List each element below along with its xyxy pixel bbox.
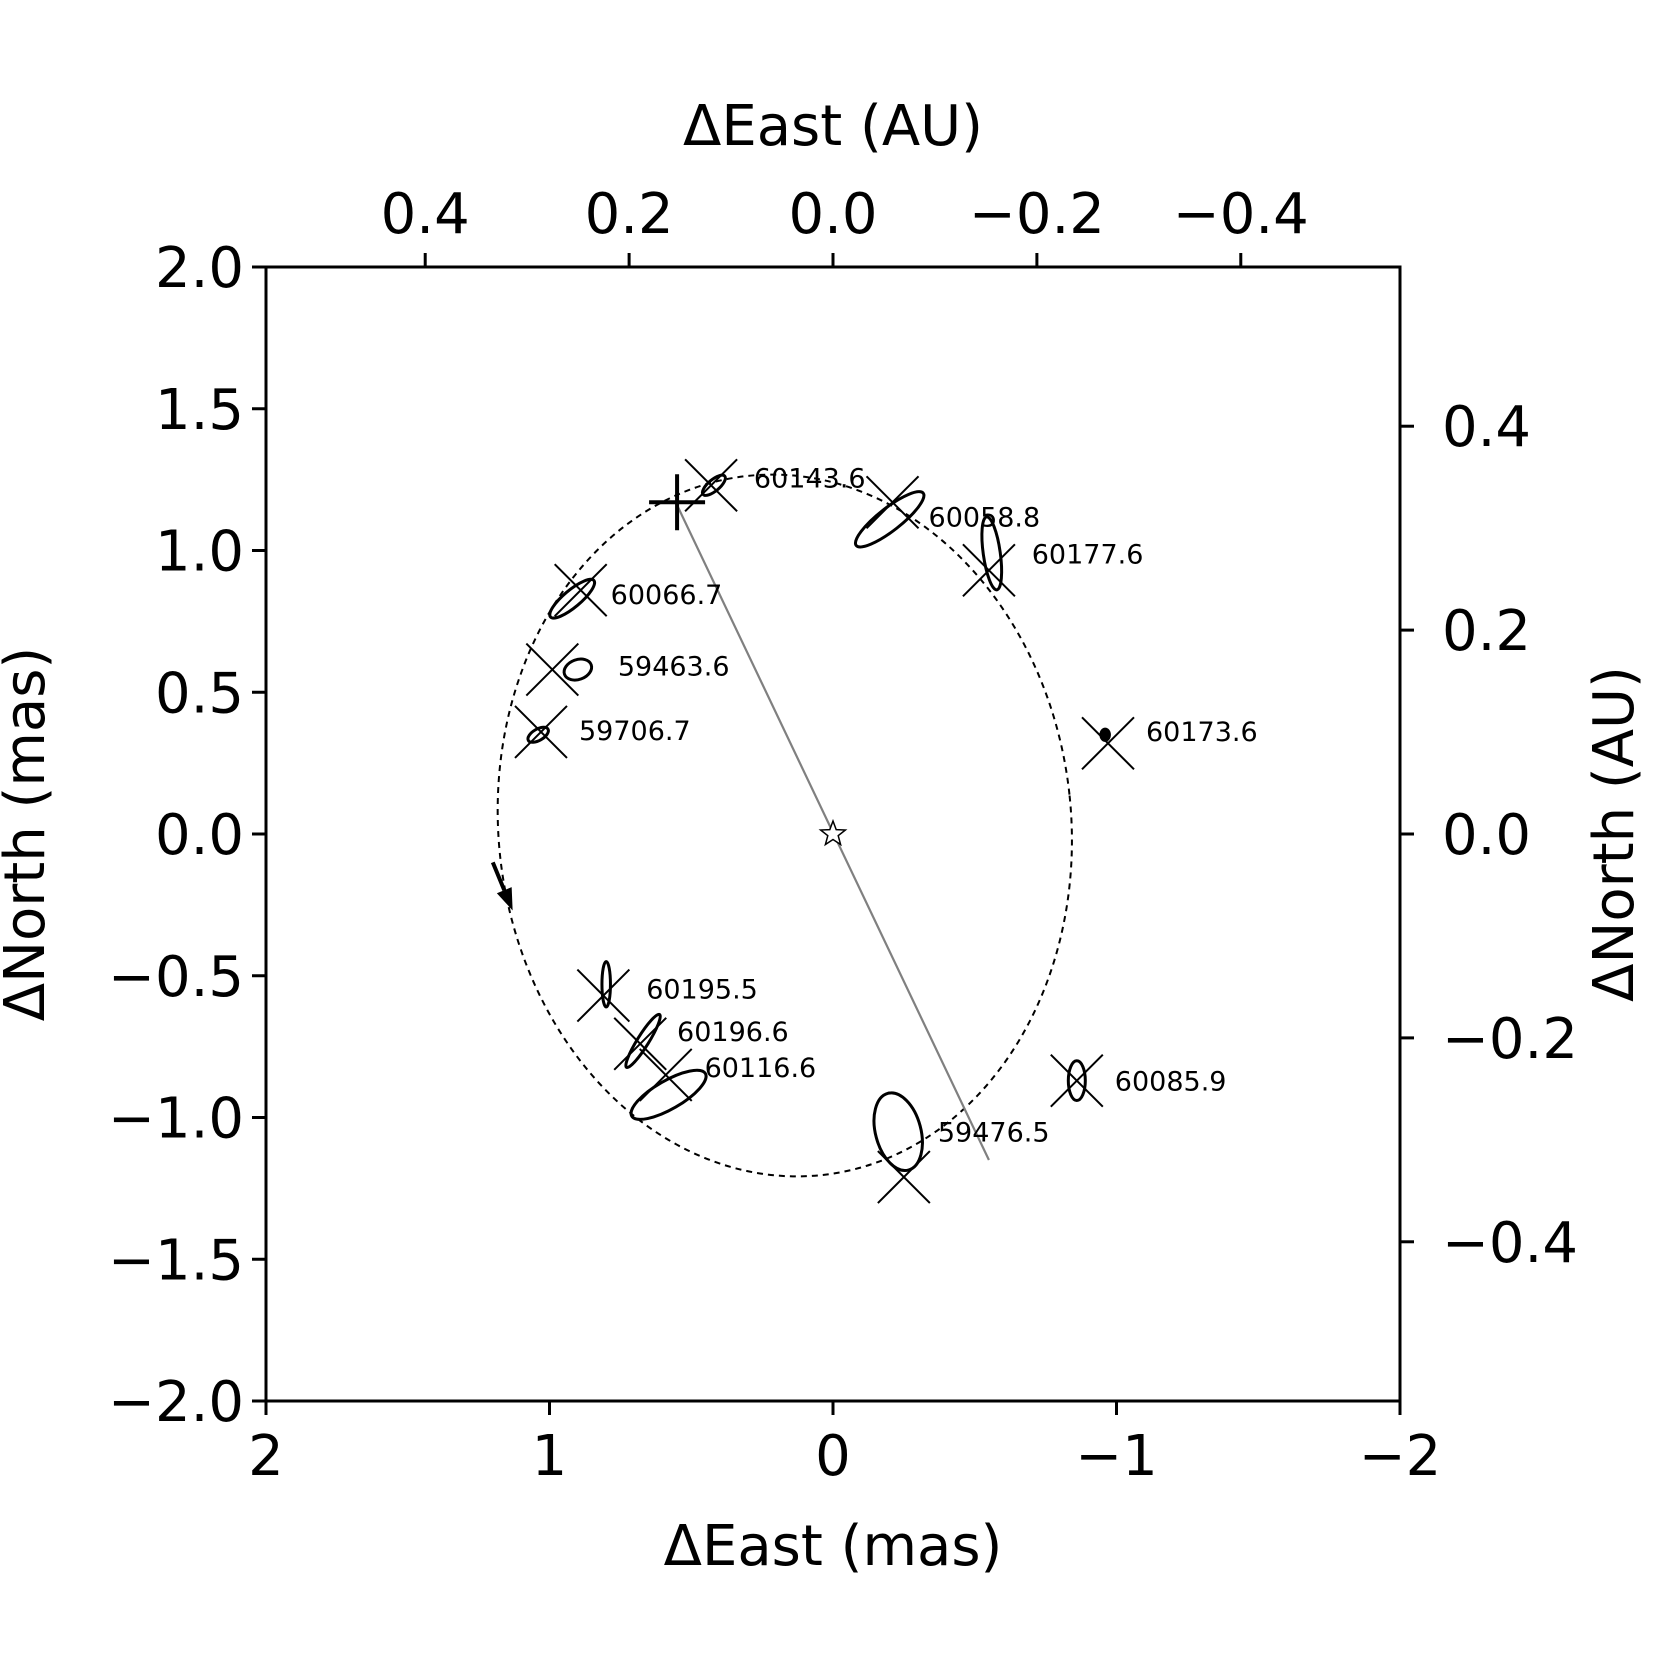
orbit-path [496,473,1073,1178]
y-tick-label-left: −1.5 [108,1228,244,1293]
x-tick-label-bottom: −1 [1075,1424,1158,1489]
x-tick-label-top: 0.0 [788,182,877,247]
model-marker-59476.5-b [877,1150,931,1204]
x-tick-label-bottom: −2 [1359,1424,1442,1489]
error-ellipse-59476.5 [872,1091,924,1172]
model-marker-60195.5-b [576,968,631,1023]
model-marker-60173.6-b [1081,716,1135,770]
epoch-label-60195.5: 60195.5 [646,974,758,1005]
epoch-label-59476.5: 59476.5 [938,1118,1050,1149]
y-tick-label-left: 2.0 [155,236,244,301]
error-ellipse-60058.8 [853,490,926,549]
y-axis-title-left: ΔNorth (mas) [0,647,58,1021]
y-tick-label-left: 0.0 [155,803,244,868]
error-ellipse-60195.5 [600,960,612,1009]
model-marker-60196.6-b [613,1017,667,1071]
x-tick-label-top: 0.2 [585,182,674,247]
y-tick-label-left: −2.0 [108,1370,244,1435]
model-marker-60143.6-b [684,458,738,513]
y-tick-label-left: 1.5 [155,378,244,443]
model-marker-60177.6-b [962,543,1016,598]
y-tick-label-right: 0.0 [1442,803,1531,868]
model-marker-60066.7-b [553,563,608,617]
epoch-label-60143.6: 60143.6 [754,463,866,494]
model-marker-59463.6-b [525,642,580,697]
y-tick-label-left: 0.5 [155,661,244,726]
y-tick-label-left: −0.5 [108,945,244,1010]
epoch-label-60196.6: 60196.6 [677,1017,789,1048]
epoch-label-60085.9: 60085.9 [1115,1067,1227,1098]
model-marker-60085.9-b [1050,1053,1104,1108]
epoch-label-59463.6: 59463.6 [618,652,730,683]
model-marker-60116.6-b [639,1048,693,1102]
x-tick-label-top: 0.4 [381,182,470,247]
y-tick-label-right: 0.4 [1442,395,1531,460]
model-marker-60058.8-b [865,475,920,530]
epoch-label-59706.7: 59706.7 [579,716,691,747]
y-tick-label-left: −1.0 [108,1087,244,1152]
error-ellipse-59463.6 [562,657,594,682]
x-axis-title-top: ΔEast (AU) [683,94,983,159]
error-ellipse-60085.9 [1066,1059,1087,1102]
plot-marks: 60143.660058.860177.660066.759463.659706… [490,458,1258,1204]
x-axis-title-bottom: ΔEast (mas) [664,1514,1003,1579]
x-tick-label-top: −0.4 [1173,182,1309,247]
y-tick-label-right: 0.2 [1442,599,1531,664]
epoch-label-60116.6: 60116.6 [705,1053,817,1084]
central-star-marker [818,818,848,847]
y-tick-label-right: −0.4 [1442,1211,1578,1276]
epoch-label-60177.6: 60177.6 [1032,539,1144,570]
epoch-label-60066.7: 60066.7 [611,580,723,611]
y-tick-label-right: −0.2 [1442,1007,1578,1072]
x-tick-label-top: −0.2 [969,182,1105,247]
error-ellipse-60196.6 [624,1012,662,1070]
y-axis-title-right: ΔNorth (AU) [1582,666,1647,1002]
x-tick-label-bottom: 0 [815,1424,851,1489]
model-marker-59706.7-b [514,705,568,759]
epoch-label-60173.6: 60173.6 [1146,717,1258,748]
x-tick-label-bottom: 2 [248,1424,284,1489]
direction-arrow-shaft [490,861,507,891]
x-tick-label-bottom: 1 [532,1424,568,1489]
error-ellipse-60143.6 [700,473,727,497]
direction-arrow-head [496,887,513,911]
axis-ticks: 2 1 0 −1 −2 −2.0 −1.5 −1.0 −0.5 0.0 0.5 1.0 1.5 2.0 0.… [108,182,1578,1489]
error-ellipse-60116.6 [629,1068,708,1121]
error-ellipse-59706.7 [526,725,550,744]
error-ellipse-60177.6 [980,515,1004,592]
y-tick-label-left: 1.0 [155,520,244,585]
error-ellipse-60066.7 [548,577,597,620]
